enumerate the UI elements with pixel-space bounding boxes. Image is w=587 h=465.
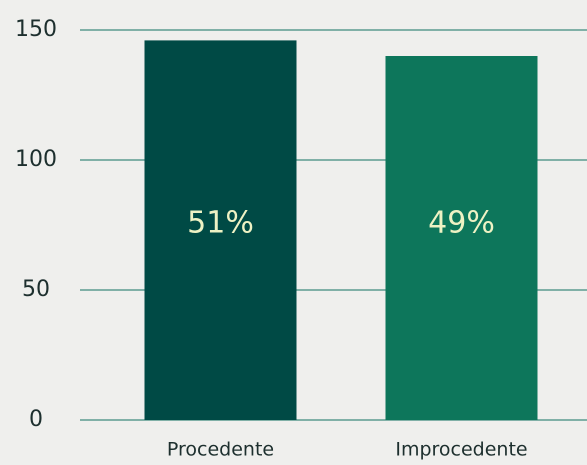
y-tick-label: 50: [22, 277, 50, 302]
y-tick-label: 0: [29, 407, 43, 432]
x-tick-label: Improcedente: [395, 439, 527, 461]
percent-label: 51%: [187, 206, 254, 241]
bar: [144, 40, 297, 421]
x-tick-label: Procedente: [167, 439, 274, 461]
bar: [385, 56, 538, 420]
percent-label: 49%: [428, 206, 495, 241]
y-tick-label: 150: [15, 17, 57, 42]
y-tick-label: 100: [15, 147, 57, 172]
